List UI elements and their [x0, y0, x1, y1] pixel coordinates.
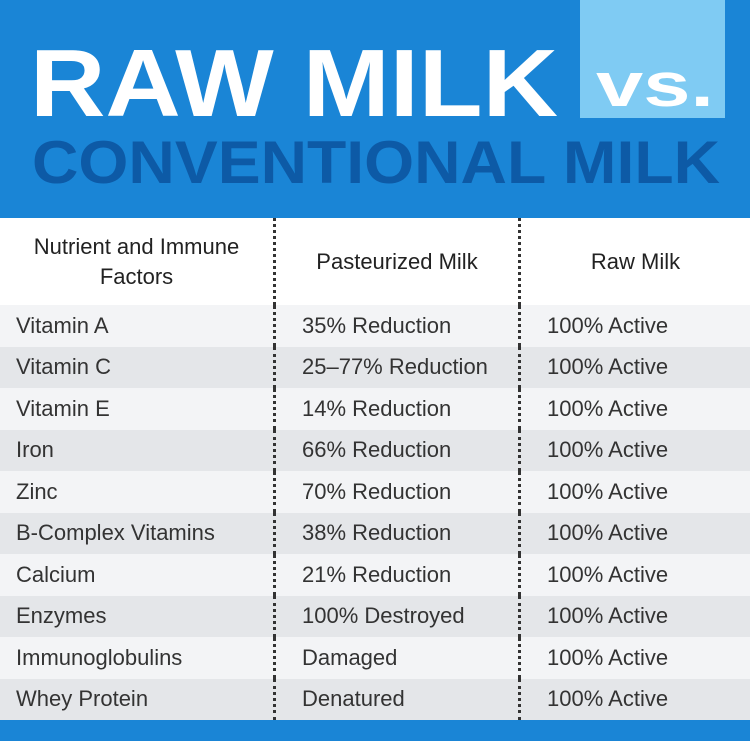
vs: vs.	[596, 51, 714, 120]
table-cell: Vitamin E	[16, 395, 110, 421]
table-cell: Zinc	[16, 478, 58, 504]
column-header: Raw Milk	[518, 218, 750, 305]
table-row: Whey Protein Denatured 100% Active	[0, 678, 750, 720]
table-cell: 70% Reduction	[273, 471, 518, 513]
table-row: Vitamin A 35% Reduction 100% Active	[0, 305, 750, 347]
vs-box	[580, 0, 725, 118]
table: Nutrient and Immune Factors Pasteurized …	[0, 218, 750, 720]
table-cell: 100% Active	[518, 388, 750, 430]
title: RAW MILK	[30, 30, 558, 137]
table-cell: 100% Active	[518, 554, 750, 596]
table-cell: 100% Active	[518, 346, 750, 388]
table-row: Calcium 21% Reduction 100% Active	[0, 554, 750, 596]
table-row: Vitamin E 14% Reduction 100% Active	[0, 388, 750, 430]
table-body: Vitamin A 35% Reduction 100% Active Vitamin…	[0, 305, 750, 720]
table-cell: Damaged	[273, 637, 518, 679]
table-cell: Vitamin A	[16, 312, 109, 338]
table-cell: Calcium	[16, 561, 96, 587]
table-cell: 21% Reduction	[273, 554, 518, 596]
table-cell: 100% Active	[518, 305, 750, 347]
table-cell: B-Complex Vitamins	[16, 520, 215, 546]
table-cell: 100% Active	[518, 429, 750, 471]
table-cell: 100% Active	[518, 637, 750, 679]
table-cell: 38% Reduction	[273, 512, 518, 554]
header-row: Nutrient and Immune Factors Pasteurized …	[0, 218, 750, 305]
table-cell: 25–77% Reduction	[273, 346, 518, 388]
table-cell: 100% Active	[518, 595, 750, 637]
table-cell: 100% Active	[518, 512, 750, 554]
table-cell: Iron	[16, 437, 54, 463]
table-row: Immunoglobulins Damaged 100% Active	[0, 637, 750, 679]
table-cell: Denatured	[273, 678, 518, 720]
table-cell: 66% Reduction	[273, 429, 518, 471]
table-row: Iron 66% Reduction 100% Active	[0, 429, 750, 471]
table-cell: 100% Destroyed	[273, 595, 518, 637]
table-row: Vitamin C 25–77% Reduction 100% Active	[0, 346, 750, 388]
table-row: Enzymes 100% Destroyed 100% Active	[0, 595, 750, 637]
table-cell: 14% Reduction	[273, 388, 518, 430]
table-cell: Enzymes	[16, 603, 107, 629]
table-cell: 35% Reduction	[273, 305, 518, 347]
column-header: Pasteurized Milk	[273, 218, 518, 305]
header: RAW MILK vs. CONVENTIONAL MILK	[0, 0, 750, 218]
table-cell: 100% Active	[518, 678, 750, 720]
table-cell: Whey Protein	[16, 686, 149, 712]
table-cell: Vitamin C	[16, 354, 111, 380]
table-cell: Immunoglobulins	[16, 644, 183, 670]
table-cell: 100% Active	[518, 471, 750, 513]
table-row: Zinc 70% Reduction 100% Active	[0, 471, 750, 513]
subtitle: CONVENTIONAL MILK	[32, 129, 720, 196]
column-header: Nutrient and Immune Factors	[33, 233, 240, 289]
table-row: B-Complex Vitamins 38% Reduction 100% Acti…	[0, 512, 750, 554]
